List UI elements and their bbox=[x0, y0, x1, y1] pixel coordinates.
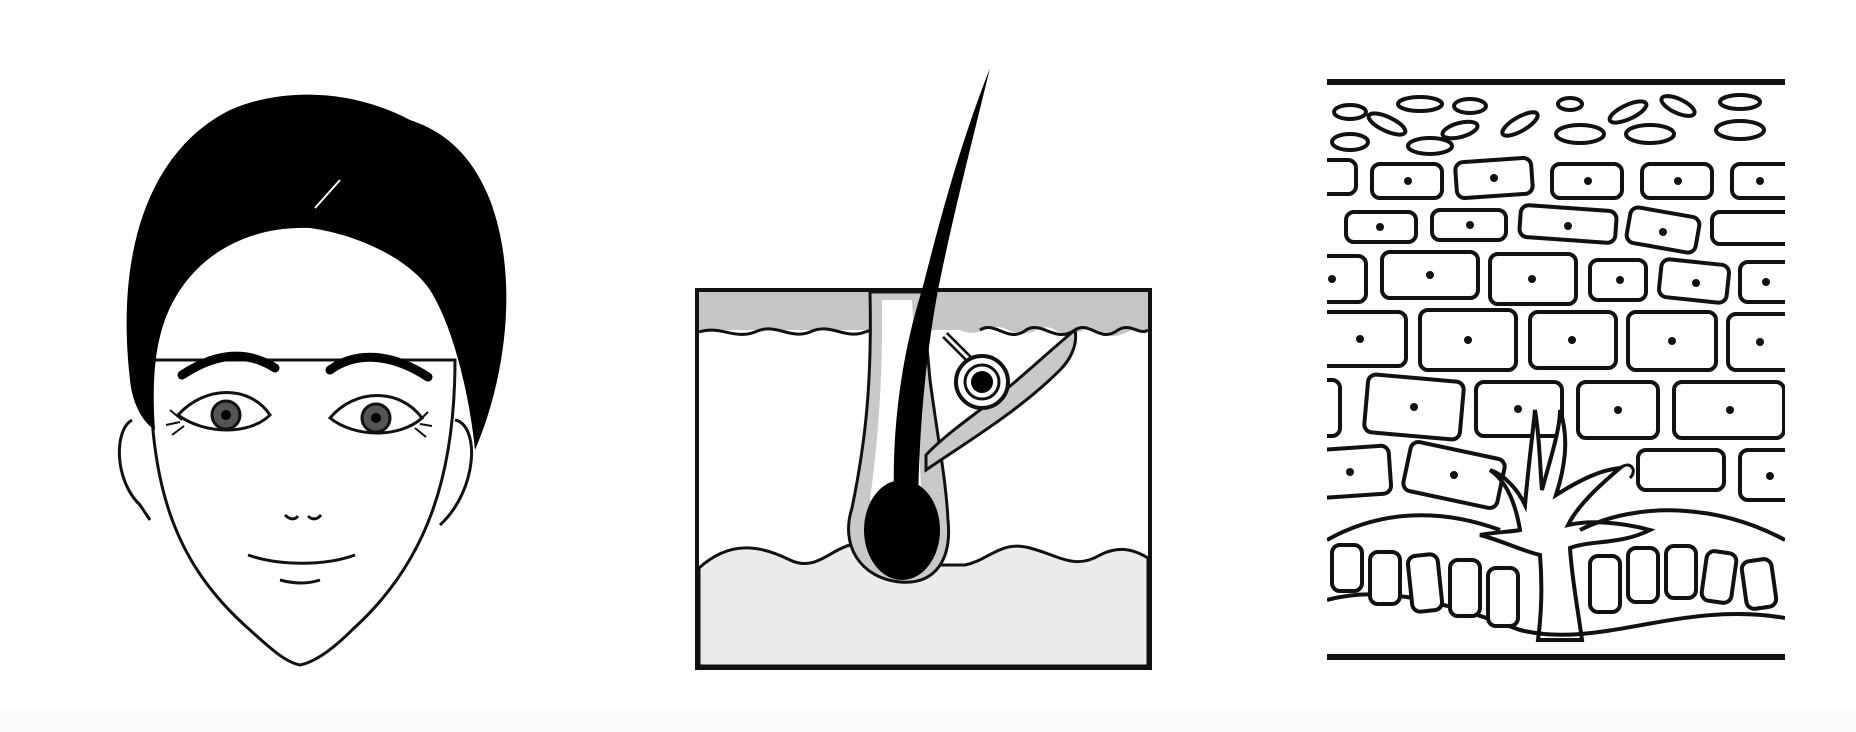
hair-bulb bbox=[864, 480, 940, 580]
stratum-basale bbox=[1330, 543, 1779, 628]
face-panel bbox=[110, 0, 510, 732]
dendritic-cell bbox=[1479, 409, 1656, 642]
face-illustration bbox=[117, 94, 507, 667]
basal-upper-line bbox=[1327, 508, 1785, 542]
mouth-upper bbox=[247, 553, 356, 565]
bottom-margin bbox=[0, 708, 1856, 732]
follicle-panel bbox=[690, 0, 1170, 732]
dendrite-tip bbox=[1619, 463, 1635, 480]
cell-nuclei bbox=[1328, 174, 1774, 480]
face-outline bbox=[148, 358, 457, 667]
epidermis-cell-diagram bbox=[1327, 79, 1785, 660]
hair bbox=[126, 94, 507, 450]
nose bbox=[283, 513, 323, 521]
right-eyebrow bbox=[325, 352, 433, 382]
left-eye bbox=[165, 391, 272, 436]
right-ear bbox=[438, 418, 474, 527]
left-ear bbox=[117, 418, 152, 521]
right-eye bbox=[327, 394, 433, 438]
hair-part-line bbox=[314, 179, 341, 209]
mouth-lower bbox=[279, 578, 321, 585]
left-eyebrow bbox=[177, 351, 280, 380]
epidermis-panel bbox=[1320, 0, 1800, 732]
stratum-corneum bbox=[1330, 93, 1766, 156]
hair-follicle-diagram bbox=[695, 68, 1152, 670]
hair-shaft bbox=[893, 68, 990, 520]
